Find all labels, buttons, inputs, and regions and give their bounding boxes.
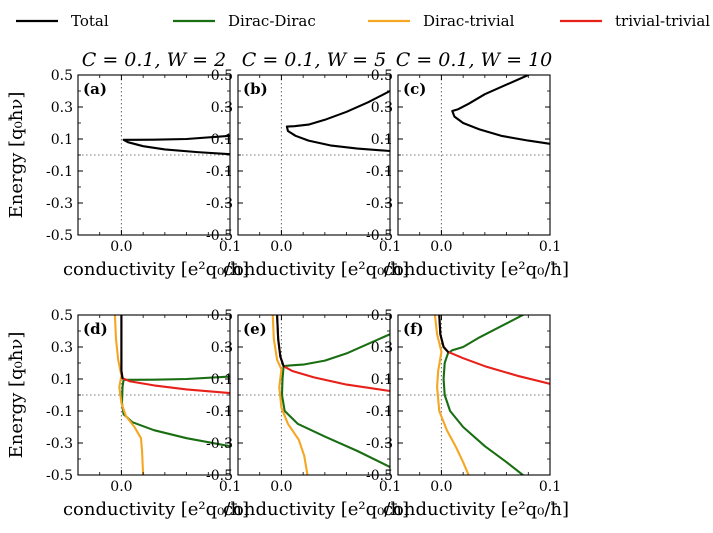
y-tick-label: -0.3 [206, 436, 233, 452]
legend-entry: Total [16, 12, 109, 30]
legend-entry: Dirac-Dirac [173, 12, 316, 30]
series-group [452, 75, 550, 144]
panel-label: (d) [83, 320, 108, 338]
y-axis-label: Energy [q₀ħν] [6, 92, 27, 219]
x-tick-label: 0.1 [539, 479, 561, 495]
x-tick-label: 0.0 [110, 239, 132, 255]
y-tick-label: 0.3 [211, 100, 233, 116]
y-tick-label: 0.1 [211, 372, 233, 388]
y-tick-label: 0.3 [371, 340, 393, 356]
y-tick-label: 0.5 [371, 308, 393, 324]
y-tick-label: -0.5 [46, 468, 73, 484]
y-tick-label: -0.5 [46, 228, 73, 244]
x-axis-label: conductivity [e²q₀/ħ] [223, 499, 409, 520]
y-tick-label: -0.1 [46, 404, 73, 420]
y-tick-label: -0.3 [46, 196, 73, 212]
legend-entry: Dirac-trivial [368, 12, 515, 30]
panels: 0.5 0.3 0.1 -0.1 -0.3 -0.5 0.0 0.1 (a) C = 0.1, W… [6, 49, 569, 520]
panel-label: (a) [83, 80, 107, 98]
legend-label: Total [71, 12, 109, 30]
y-tick-label: 0.5 [51, 308, 73, 324]
y-tick-label: 0.1 [371, 132, 393, 148]
y-tick-label: 0.1 [51, 132, 73, 148]
y-tick-label: -0.5 [366, 228, 393, 244]
legend-label: trivial-trivial [615, 12, 710, 30]
panel-label: (f) [403, 320, 424, 338]
panel-label: (b) [243, 80, 268, 98]
y-tick-label: -0.1 [206, 404, 233, 420]
y-tick-label: 0.1 [51, 372, 73, 388]
series-line-dirac-trivial [435, 315, 469, 475]
x-tick-label: 0.0 [270, 479, 292, 495]
y-tick-label: 0.3 [51, 100, 73, 116]
y-tick-label: 0.3 [51, 340, 73, 356]
series-line-total [277, 315, 284, 366]
panel-title: C = 0.1, W = 10 [396, 49, 553, 71]
x-axis-label: conductivity [e²q₀/ħ] [383, 499, 569, 520]
y-tick-label: -0.5 [366, 468, 393, 484]
y-tick-label: -0.3 [206, 196, 233, 212]
panel-label: (e) [243, 320, 267, 338]
legend-label: Dirac-trivial [423, 12, 515, 30]
y-tick-label: -0.1 [366, 404, 393, 420]
x-tick-label: 0.0 [270, 239, 292, 255]
y-tick-label: -0.1 [206, 164, 233, 180]
x-axis-label: conductivity [e²q₀/ħ] [223, 259, 409, 280]
series-group [435, 315, 550, 475]
y-tick-label: -0.3 [46, 436, 73, 452]
y-tick-label: 0.1 [211, 132, 233, 148]
y-tick-label: 0.5 [51, 68, 73, 84]
y-tick-label: 0.5 [371, 68, 393, 84]
legend-label: Dirac-Dirac [228, 12, 316, 30]
y-axis-label: Energy [q₀ħν] [6, 332, 27, 459]
x-tick-label: 0.0 [430, 239, 452, 255]
x-tick-label: 0.0 [430, 479, 452, 495]
x-tick-label: 0.1 [539, 239, 561, 255]
y-tick-label: -0.5 [206, 468, 233, 484]
x-axis-label: conductivity [e²q₀/ħ] [63, 499, 249, 520]
y-tick-label: 0.3 [371, 100, 393, 116]
legend-entry: trivial-trivial [560, 12, 710, 30]
series-line-total [121, 315, 122, 378]
figure: Total Dirac-Dirac Dirac-trivial trivial-tri… [0, 0, 713, 533]
x-axis-label: conductivity [e²q₀/ħ] [383, 259, 569, 280]
y-tick-label: 0.5 [211, 68, 233, 84]
y-tick-label: -0.1 [366, 164, 393, 180]
panel-label: (c) [403, 80, 426, 98]
y-tick-label: -0.3 [366, 436, 393, 452]
legend: Total Dirac-Dirac Dirac-trivial trivial-tri… [16, 12, 710, 30]
y-tick-label: 0.5 [211, 308, 233, 324]
y-tick-label: -0.1 [46, 164, 73, 180]
panel-title: C = 0.1, W = 2 [82, 49, 226, 71]
panel-title: C = 0.1, W = 5 [242, 49, 386, 71]
x-tick-label: 0.0 [110, 479, 132, 495]
x-axis-label: conductivity [e²q₀/ħ] [63, 259, 249, 280]
y-tick-label: -0.5 [206, 228, 233, 244]
series-line-total [452, 75, 550, 144]
y-tick-label: -0.3 [366, 196, 393, 212]
y-tick-label: 0.3 [211, 340, 233, 356]
y-tick-label: 0.1 [371, 372, 393, 388]
